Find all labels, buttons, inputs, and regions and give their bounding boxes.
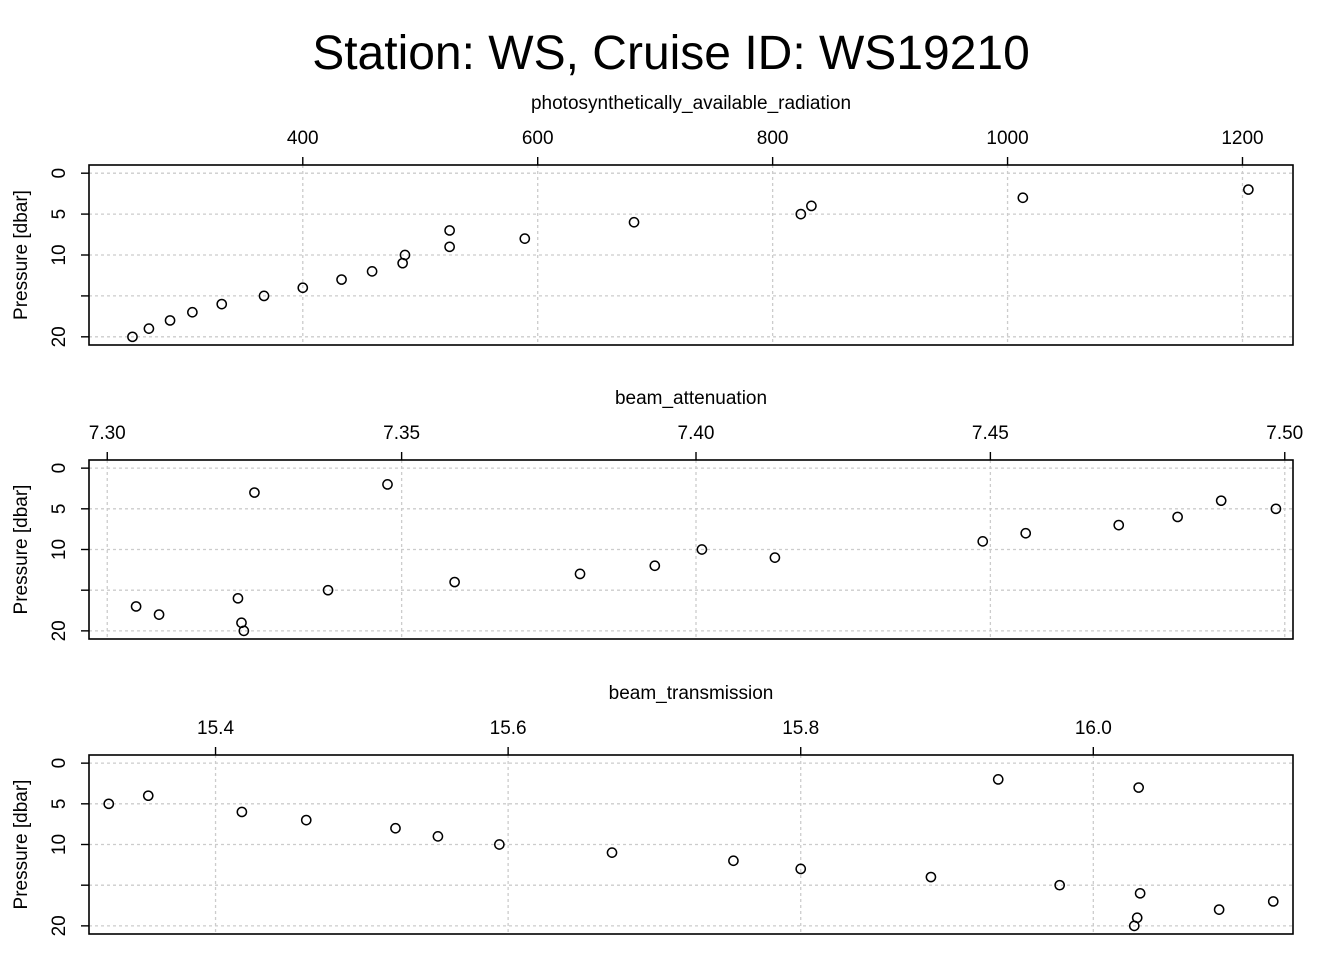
data-point — [382, 479, 393, 490]
data-point — [444, 241, 455, 253]
data-point — [164, 315, 176, 326]
x-axis-label: beam_transmission — [609, 683, 774, 704]
data-point — [130, 601, 142, 612]
y-tick-label: 20 — [49, 620, 70, 641]
panel-1: 400 600 800 1000 1200 photosynthetically_avai… — [11, 93, 1294, 347]
data-point — [606, 847, 618, 858]
data-point — [1215, 495, 1227, 507]
data-point — [322, 584, 334, 596]
x-tick-label: 15.6 — [490, 718, 527, 739]
x-axis-label: beam_attenuation — [615, 388, 767, 409]
data-point — [1270, 503, 1282, 515]
data-point — [216, 298, 228, 310]
x-tick-label: 7.40 — [678, 423, 715, 444]
chart-title: Station: WS, Cruise ID: WS19210 — [312, 27, 1030, 80]
x-tick-label: 7.35 — [383, 423, 420, 444]
x-tick-label: 1200 — [1221, 128, 1263, 149]
data-point — [519, 233, 531, 244]
data-point — [153, 609, 165, 620]
y-axis-label: Pressure [dbar] — [11, 485, 32, 615]
data-point — [795, 208, 807, 220]
y-tick-label: 0 — [49, 758, 70, 769]
data-point — [795, 863, 807, 875]
data-point — [1054, 879, 1066, 891]
x-tick-label: 16.0 — [1075, 718, 1112, 739]
data-point — [366, 266, 378, 277]
x-tick-label: 1000 — [986, 128, 1028, 149]
data-point — [628, 216, 640, 228]
data-point — [1267, 896, 1279, 907]
x-tick-label: 7.30 — [89, 423, 126, 444]
y-tick-label: 5 — [49, 799, 70, 810]
data-point — [806, 200, 817, 212]
panel-2: 7.30 7.35 7.40 7.45 7.50 beam_attenuation 0 5 10… — [11, 388, 1303, 641]
data-point — [449, 576, 460, 588]
data-point — [397, 257, 408, 269]
x-tick-label: 800 — [757, 128, 789, 149]
data-point — [1020, 527, 1032, 539]
data-point — [574, 568, 586, 580]
x-tick-label: 400 — [287, 128, 319, 149]
y-tick-label: 20 — [49, 326, 70, 347]
data-point — [696, 544, 708, 555]
y-tick-label: 10 — [49, 539, 70, 560]
y-tick-label: 0 — [49, 168, 70, 179]
data-point — [258, 290, 270, 302]
data-point — [925, 871, 937, 883]
data-point — [249, 487, 260, 498]
y-axis-label: Pressure [dbar] — [11, 190, 32, 320]
y-tick-label: 10 — [49, 244, 70, 265]
data-point — [232, 592, 244, 604]
data-point — [1128, 920, 1140, 932]
data-point — [143, 323, 155, 334]
y-tick-label: 5 — [49, 504, 70, 515]
data-point — [494, 839, 505, 850]
data-point — [649, 560, 661, 572]
panels: 400 600 800 1000 1200photosynthetically_avai… — [11, 93, 1303, 936]
data-point — [297, 282, 309, 294]
data-point — [1133, 782, 1145, 793]
x-tick-label: 7.45 — [972, 423, 1009, 444]
data-point — [1017, 192, 1029, 204]
data-point — [1134, 887, 1146, 899]
data-point — [1213, 904, 1225, 915]
data-point — [977, 536, 989, 547]
x-tick-label: 7.50 — [1266, 423, 1303, 444]
y-tick-label: 5 — [49, 209, 70, 220]
data-point — [390, 822, 401, 834]
data-point — [300, 814, 312, 826]
panel-3: 15.4 15.6 15.8 16.0 beam_transmission 0 5 10 20 P… — [11, 683, 1294, 936]
x-tick-label: 15.4 — [197, 718, 234, 739]
data-point — [444, 225, 455, 236]
data-point — [769, 552, 781, 563]
data-point — [238, 625, 250, 637]
data-point — [1172, 511, 1183, 523]
data-point — [992, 774, 1004, 785]
data-point — [127, 331, 138, 343]
data-point — [187, 306, 198, 318]
data-point — [142, 790, 154, 802]
data-point — [1243, 184, 1254, 195]
data-point — [728, 855, 739, 867]
data-point — [432, 831, 444, 842]
y-axis-label: Pressure [dbar] — [11, 780, 32, 910]
y-tick-label: 0 — [49, 463, 70, 474]
y-tick-label: 20 — [49, 915, 70, 936]
data-point — [336, 274, 347, 285]
data-point — [236, 806, 248, 818]
data-point — [1113, 519, 1125, 531]
data-point — [103, 798, 115, 810]
x-axis-label: photosynthetically_available_radiation — [531, 93, 851, 114]
x-tick-label: 600 — [522, 128, 554, 149]
y-tick-label: 10 — [49, 834, 70, 855]
x-tick-label: 15.8 — [782, 718, 819, 739]
